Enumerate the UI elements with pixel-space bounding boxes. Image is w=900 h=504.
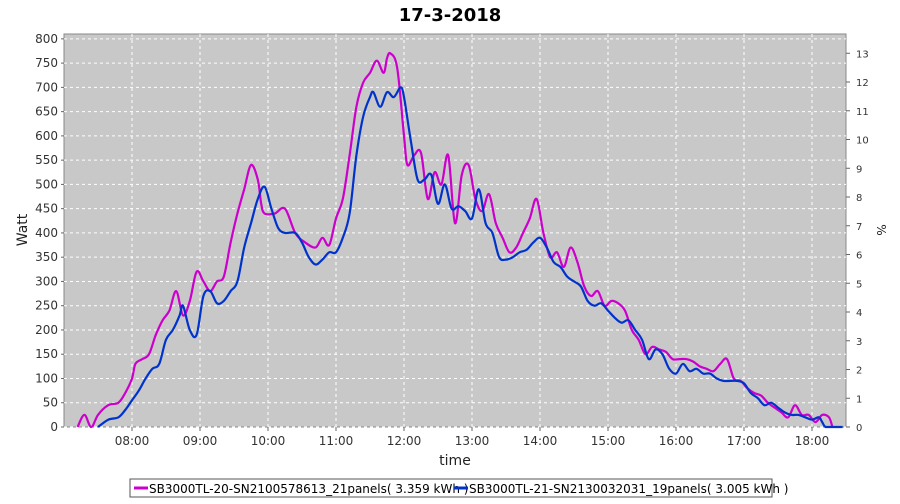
x-axis-label: time xyxy=(439,453,471,469)
plot-area xyxy=(63,33,847,428)
y2-tick-label: 9 xyxy=(856,164,862,175)
y-tick-label: 0 xyxy=(50,420,58,434)
x-tick-label: 17:00 xyxy=(727,434,762,448)
y-axis-label: Watt xyxy=(15,213,31,246)
y-tick-label: 550 xyxy=(35,153,58,167)
y2-tick-label: 0 xyxy=(856,423,862,434)
y-tick-label: 250 xyxy=(35,299,58,313)
y2-tick-label: 11 xyxy=(856,107,869,118)
y-tick-label: 400 xyxy=(35,226,58,240)
y2-tick-label: 10 xyxy=(856,136,869,147)
x-tick-label: 12:00 xyxy=(387,434,422,448)
legend-box xyxy=(129,478,773,498)
series-line-1 xyxy=(97,86,843,429)
y2-tick-label: 4 xyxy=(856,308,862,319)
y-tick-label: 450 xyxy=(35,202,58,216)
y2-tick-label: 8 xyxy=(856,193,862,204)
y2-axis-label: % xyxy=(874,224,888,235)
x-tick-label: 16:00 xyxy=(659,434,694,448)
y-tick-label: 750 xyxy=(35,56,58,70)
chart-title: 17-3-2018 xyxy=(399,5,502,26)
legend-label-series-0: SB3000TL-20-SN2100578613_21panels( 3.359… xyxy=(149,482,468,496)
legend-label-series-1: SB3000TL-21-SN2130032031_19panels( 3.005… xyxy=(469,482,788,496)
y2-tick-label: 13 xyxy=(856,49,869,60)
y2-tick-label: 2 xyxy=(856,366,862,377)
legend: SB3000TL-20-SN2100578613_21panels( 3.359… xyxy=(129,478,788,498)
y-tick-label: 700 xyxy=(35,80,58,94)
y2-tick-label: 1 xyxy=(856,394,862,405)
y-tick-label: 650 xyxy=(35,105,58,119)
x-tick-label: 08:00 xyxy=(115,434,150,448)
x-tick-label: 09:00 xyxy=(183,434,218,448)
x-tick-label: 11:00 xyxy=(319,434,354,448)
y-axis-ticks: 0 50 100 150 200 250 300 350 400 450 500 550 600 650 7… xyxy=(35,32,64,434)
x-tick-label: 10:00 xyxy=(251,434,286,448)
x-tick-label: 18:00 xyxy=(795,434,830,448)
y2-tick-label: 3 xyxy=(856,337,862,348)
y-tick-label: 350 xyxy=(35,250,58,264)
y-tick-label: 500 xyxy=(35,177,58,191)
series-lines xyxy=(76,51,843,429)
y2-tick-label: 5 xyxy=(856,279,862,290)
y-tick-label: 200 xyxy=(35,323,58,337)
series-line-0 xyxy=(76,51,834,429)
x-axis-ticks: 08:00 09:00 10:00 11:00 12:00 13:00 14:00 15:00… xyxy=(115,427,830,448)
y-tick-label: 150 xyxy=(35,347,58,361)
y-tick-label: 50 xyxy=(43,396,58,410)
x-tick-label: 15:00 xyxy=(591,434,626,448)
y2-tick-label: 6 xyxy=(856,251,862,262)
y-tick-label: 800 xyxy=(35,32,58,46)
x-tick-label: 13:00 xyxy=(455,434,490,448)
y-tick-label: 600 xyxy=(35,129,58,143)
x-tick-label: 14:00 xyxy=(523,434,558,448)
y2-tick-label: 12 xyxy=(856,78,869,89)
y-tick-label: 300 xyxy=(35,274,58,288)
y-tick-label: 100 xyxy=(35,371,58,385)
y2-tick-label: 7 xyxy=(856,222,862,233)
